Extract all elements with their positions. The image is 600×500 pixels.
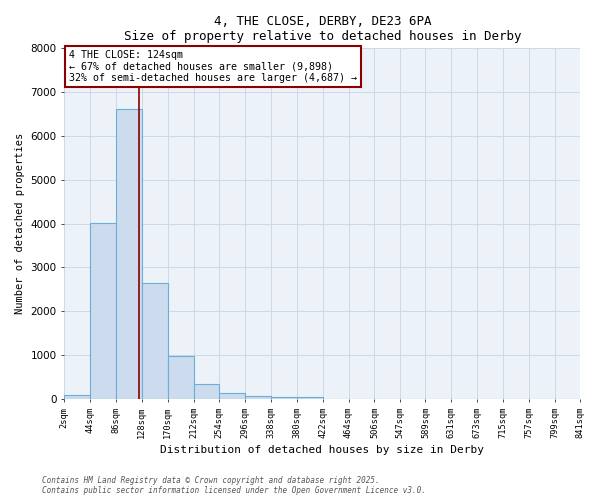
Text: 4 THE CLOSE: 124sqm
← 67% of detached houses are smaller (9,898)
32% of semi-det: 4 THE CLOSE: 124sqm ← 67% of detached ho… xyxy=(70,50,358,84)
Bar xyxy=(194,384,220,399)
Y-axis label: Number of detached properties: Number of detached properties xyxy=(15,133,25,314)
Bar xyxy=(142,283,167,399)
Bar xyxy=(116,109,142,399)
Bar xyxy=(90,222,116,399)
Text: Contains HM Land Registry data © Crown copyright and database right 2025.
Contai: Contains HM Land Registry data © Crown c… xyxy=(42,476,426,495)
Bar xyxy=(245,396,271,399)
Bar xyxy=(297,397,323,399)
Bar xyxy=(64,394,90,399)
Bar xyxy=(271,396,297,399)
Bar xyxy=(220,393,245,399)
Bar xyxy=(167,356,194,399)
X-axis label: Distribution of detached houses by size in Derby: Distribution of detached houses by size … xyxy=(160,445,484,455)
Title: 4, THE CLOSE, DERBY, DE23 6PA
Size of property relative to detached houses in De: 4, THE CLOSE, DERBY, DE23 6PA Size of pr… xyxy=(124,15,521,43)
